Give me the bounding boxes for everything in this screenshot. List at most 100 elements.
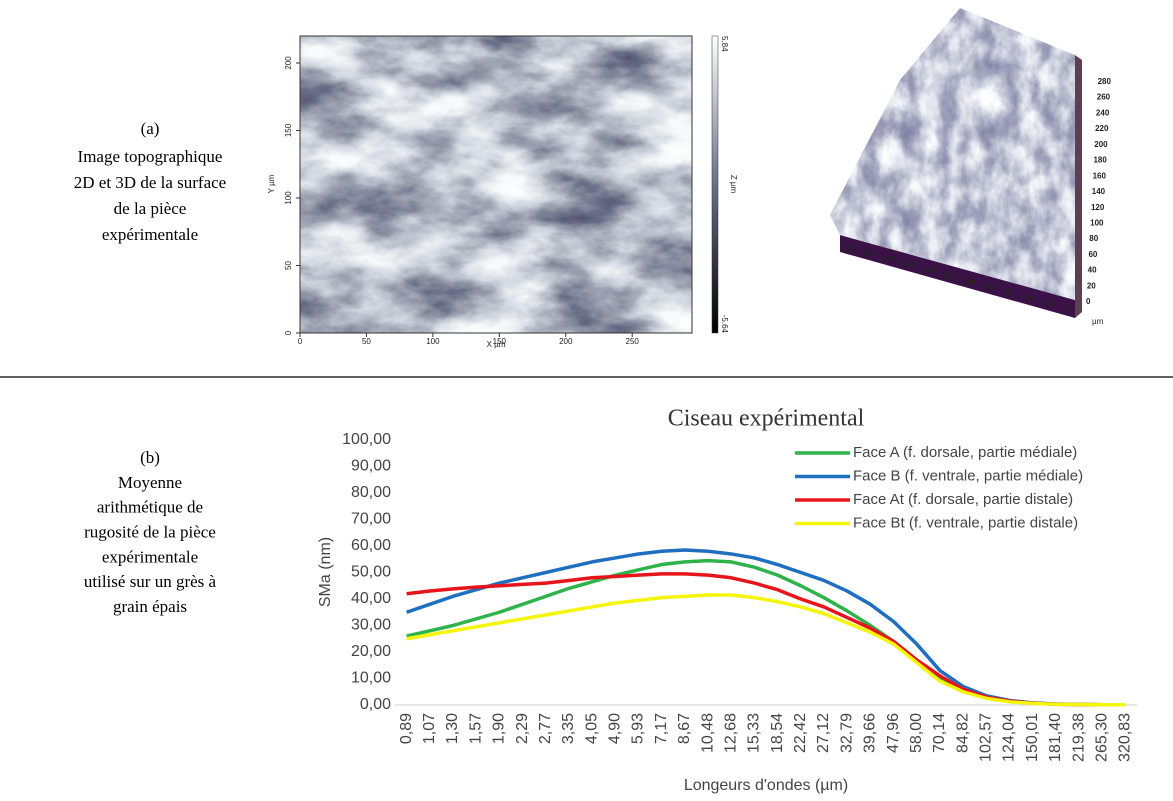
y-tick-label: 100 [284,191,293,205]
y-axis-label: Y µm [267,174,276,193]
x-tick-label: 4,90 [607,713,624,744]
x-tick-label: 200 [862,249,876,258]
y-tick-label: 100 [1090,218,1104,227]
y-tick-label: 60 [1088,250,1097,259]
series-line [406,572,1126,707]
x-tick-label: 265,30 [1093,713,1110,762]
y-tick-label: 20 [1087,281,1096,290]
x-axis-label: X µm [487,340,506,349]
y-tick-label: 140 [1092,187,1106,196]
x-tick-label: 250 [626,337,640,346]
x-tick-label: 5,93 [630,713,647,744]
caption-line: de la pièce [114,199,187,218]
x-tick-label: 100 [962,277,976,286]
x-tick-label: 4,05 [583,713,600,744]
caption-line: utilisé sur un grès à [84,572,217,591]
x-tick-label: 160 [902,261,916,270]
x-tick-label: 70,14 [931,713,948,753]
y-tick-label: 0 [1086,297,1091,306]
legend-label: Face Bt (f. ventrale, partie distale) [853,514,1078,531]
y-tick-label: 260 [1097,93,1111,102]
colorbar-label: Z µm [729,175,738,194]
x-tick-label: 0,89 [398,713,415,744]
y-tick-label: 80,00 [351,484,391,501]
x-tick-label: 181,40 [1047,713,1064,762]
y-tick-label: 90,00 [351,458,391,475]
y-tick-label: 0 [284,330,293,335]
panel-label: (a) [141,119,160,138]
y-tick-label: 50,00 [351,564,391,581]
panel-label: (b) [140,448,160,467]
map-frame [299,35,693,334]
x-tick-label: 20 [1045,300,1054,309]
y-tick-label: 220 [1095,124,1109,133]
x-tick-label: 60 [1005,288,1014,297]
y-tick-label: 120 [1091,203,1105,212]
y-tick-label: 100,00 [342,431,391,448]
x-tick-label: 1,90 [491,713,508,744]
y-tick-label: 80 [1089,234,1098,243]
x-tick-label: 150 [493,337,507,346]
x-tick-label: 220 [841,244,855,253]
legend-label: Face A (f. dorsale, partie médiale) [853,444,1077,461]
surface-side [1075,55,1082,318]
x-tick-label: 47,96 [885,713,902,753]
x-tick-label: 15,33 [746,713,763,753]
caption-line: 2D et 3D de la surface [74,173,226,192]
colorbar-min: -5.64 [720,315,729,334]
y-tick-label: 60,00 [351,537,391,554]
x-tick-label: 100 [426,337,440,346]
colorbar-max: 5.84 [720,36,729,52]
x-tick-label: 2,29 [514,713,531,744]
y-tick-label: 20,00 [351,643,391,660]
x-tick-label: 219,38 [1070,713,1087,762]
y-tick-label: 180 [1093,156,1107,165]
y-tick-label: 40,00 [351,590,391,607]
x-tick-label: 102,57 [978,713,995,762]
y-tick-label: 40 [1088,266,1097,275]
x-tick-label: 10,48 [699,713,716,753]
x-tick-label: 32,79 [838,713,855,753]
x-tick-label: 80 [985,283,994,292]
legend-label: Face At (f. dorsale, partie distale) [853,491,1073,508]
x-tick-label: 180 [882,255,896,264]
topography-2d [300,36,692,333]
x-tick-label: 84,82 [954,713,971,753]
y-tick-label: 200 [284,56,293,70]
x-tick-label: 3,35 [560,713,577,744]
x-tick-label: 150,01 [1024,713,1041,762]
x-tick-label: 140 [922,266,936,275]
caption-line: expérimentale [102,547,198,566]
x-tick-label: 58,00 [908,713,925,753]
caption-line: arithmétique de [97,498,203,517]
y-tick-label: 150 [284,123,293,137]
y-tick-label: 160 [1093,171,1107,180]
x-tick-label: 320,83 [1117,713,1134,762]
x-tick-label: 124,04 [1001,713,1018,762]
x-tick-label: 40 [1025,294,1034,303]
x-tick-label: 7,17 [653,713,670,744]
y-tick-label: 280 [1098,77,1112,86]
x-tick-label: 50 [362,337,371,346]
y-tick-label: 50 [284,261,293,270]
surface-side [840,235,1075,318]
x-tick-label: 120 [942,272,956,281]
colorbar [711,35,719,334]
caption-line: rugosité de la pièce [84,523,216,542]
caption-line: grain épais [113,597,187,616]
x-tick-label: 39,66 [862,713,879,753]
x-axis-label: Longeurs d'ondes (µm) [684,777,848,794]
y-tick-label: 10,00 [351,670,391,687]
y-tick-label: 30,00 [351,617,391,634]
x-tick-label: 12,68 [722,713,739,753]
x-tick-label: 2,77 [537,713,554,744]
x-tick-label: 8,67 [676,713,693,744]
legend-label: Face B (f. ventrale, partie médiale) [853,467,1083,484]
series-line [406,548,1126,707]
x-tick-label: 0 [298,337,303,346]
x-tick-label: 0 [1068,305,1073,314]
x-tick-label: 1,57 [467,713,484,744]
caption-line: expérimentale [102,225,198,244]
y-tick-label: 70,00 [351,511,391,528]
